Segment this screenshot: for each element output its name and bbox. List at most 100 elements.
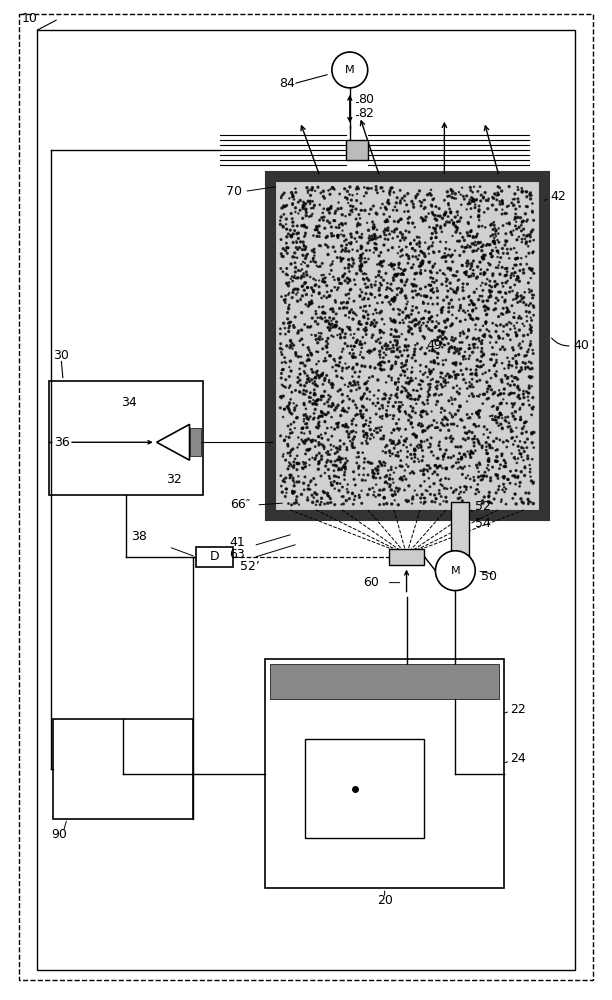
Point: [376, 200, 386, 216]
Point: [285, 337, 295, 353]
Point: [496, 372, 506, 388]
Point: [515, 478, 524, 494]
Point: [305, 319, 315, 335]
Point: [487, 346, 497, 362]
Point: [404, 323, 414, 339]
Point: [318, 331, 327, 347]
Point: [513, 182, 523, 198]
Point: [334, 217, 344, 233]
Point: [485, 273, 494, 289]
Point: [465, 192, 475, 208]
Point: [488, 340, 498, 356]
Point: [453, 207, 463, 223]
Point: [513, 470, 523, 486]
Point: [318, 299, 328, 315]
Point: [362, 380, 372, 396]
Point: [468, 266, 477, 282]
Point: [282, 245, 292, 261]
Point: [498, 434, 508, 450]
Point: [497, 306, 507, 322]
Point: [382, 194, 392, 210]
Point: [334, 469, 343, 485]
Point: [332, 282, 342, 298]
Point: [284, 320, 294, 336]
Point: [362, 242, 371, 258]
Point: [335, 329, 345, 345]
Point: [400, 193, 409, 209]
Point: [305, 345, 315, 361]
Point: [406, 306, 416, 322]
Point: [371, 269, 381, 285]
Point: [511, 257, 521, 273]
Point: [484, 378, 494, 394]
Point: [397, 470, 406, 486]
Point: [291, 184, 300, 200]
Point: [329, 228, 339, 244]
Point: [444, 422, 453, 438]
Point: [508, 260, 518, 276]
Point: [439, 313, 449, 329]
Point: [449, 284, 459, 300]
Point: [445, 405, 455, 421]
Point: [493, 243, 502, 259]
Point: [438, 299, 448, 315]
Point: [357, 358, 367, 374]
Text: 38: 38: [131, 530, 147, 543]
Point: [457, 334, 467, 350]
Point: [370, 466, 379, 482]
Point: [381, 265, 391, 281]
Point: [417, 244, 427, 260]
Point: [446, 281, 455, 297]
Point: [510, 218, 520, 234]
Point: [313, 179, 323, 195]
Text: 36: 36: [54, 436, 70, 449]
Point: [410, 266, 420, 282]
Point: [447, 228, 457, 244]
Point: [348, 202, 357, 218]
Point: [345, 271, 354, 287]
Point: [325, 470, 335, 486]
Point: [479, 190, 488, 206]
Point: [422, 340, 432, 356]
Point: [326, 318, 335, 334]
Point: [520, 231, 530, 247]
Point: [315, 408, 324, 424]
Point: [438, 417, 448, 433]
Point: [359, 418, 368, 434]
Point: [529, 244, 539, 260]
Point: [502, 205, 512, 221]
Point: [528, 287, 537, 303]
Point: [363, 344, 373, 360]
Point: [516, 288, 526, 304]
Point: [433, 350, 442, 366]
Point: [463, 444, 472, 460]
Point: [529, 474, 539, 490]
Point: [507, 358, 517, 374]
Point: [524, 378, 534, 394]
Point: [436, 218, 446, 234]
Point: [471, 365, 481, 381]
Point: [303, 183, 313, 199]
Point: [420, 303, 430, 319]
Point: [286, 391, 296, 407]
Point: [368, 480, 378, 496]
Point: [347, 437, 357, 453]
Point: [343, 453, 353, 469]
Point: [477, 496, 487, 512]
Point: [335, 326, 345, 342]
Point: [459, 484, 469, 500]
Point: [493, 260, 503, 276]
Point: [378, 398, 387, 414]
Point: [296, 234, 305, 250]
Point: [294, 225, 304, 241]
Point: [436, 422, 446, 438]
Point: [499, 476, 509, 492]
Point: [479, 251, 489, 267]
Point: [358, 271, 368, 287]
Point: [493, 187, 503, 203]
Point: [286, 338, 296, 354]
Point: [490, 279, 500, 295]
Point: [459, 348, 469, 364]
Point: [425, 439, 435, 455]
Point: [496, 494, 506, 510]
